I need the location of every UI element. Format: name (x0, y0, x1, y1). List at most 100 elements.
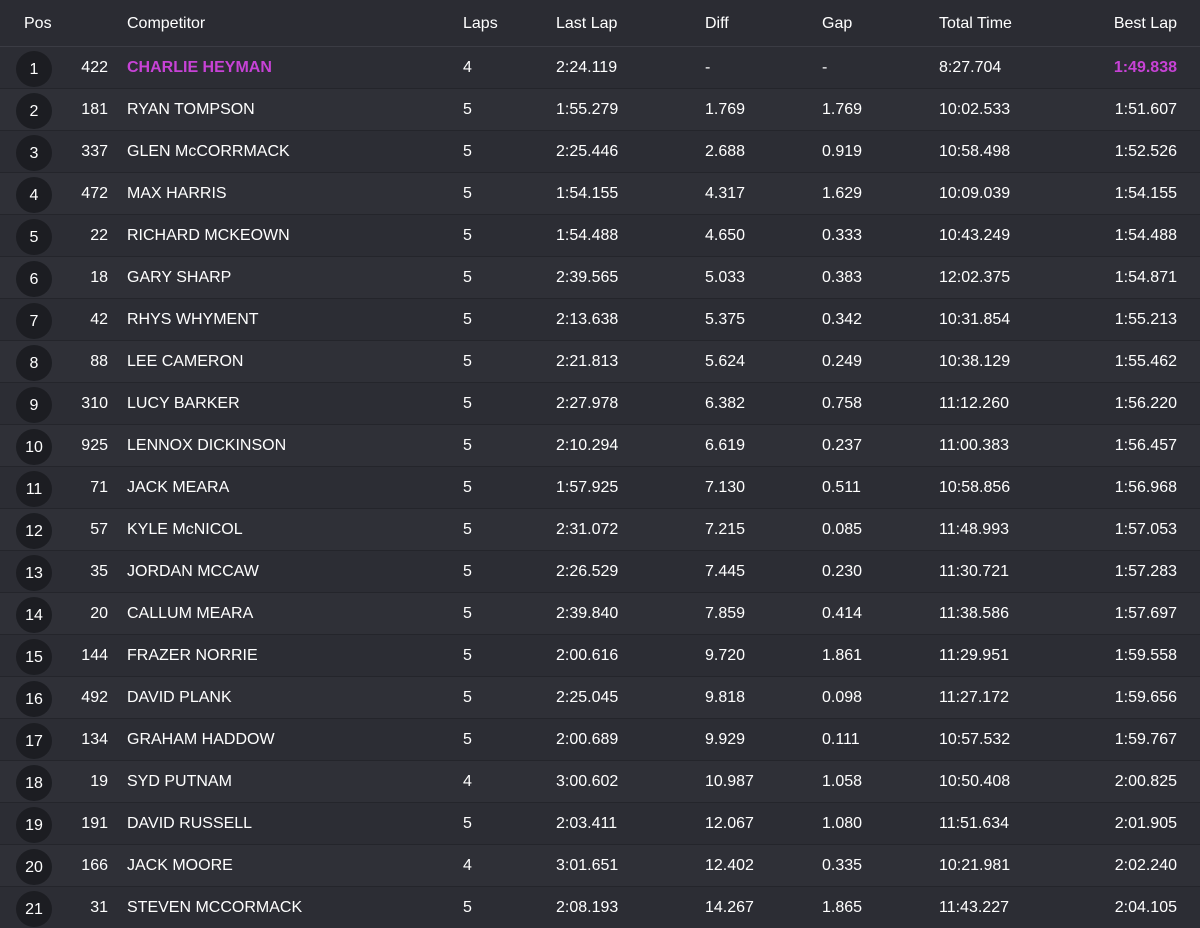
competitor-number: 925 (81, 437, 108, 454)
last-lap-value: 3:01.651 (556, 857, 619, 874)
last-lap-value: 1:54.155 (556, 185, 619, 202)
competitor-name: GRAHAM HADDOW (127, 731, 275, 748)
competitor-number: 57 (90, 521, 108, 538)
best-lap-value: 1:51.607 (1114, 101, 1177, 118)
last-lap-value: 2:21.813 (556, 353, 619, 370)
laps-value: 5 (463, 437, 472, 454)
table-row[interactable]: 16 492 DAVID PLANK 5 2:25.045 9.818 0.098 11:27… (0, 677, 1200, 719)
header-competitor[interactable]: Competitor (127, 15, 206, 32)
position-badge: 1 (16, 51, 52, 87)
best-lap-value: 1:56.457 (1114, 437, 1177, 454)
best-lap-value: 1:55.462 (1114, 353, 1177, 370)
diff-value: 5.624 (705, 353, 746, 370)
diff-value: 10.987 (705, 773, 754, 790)
diff-value: 5.375 (705, 311, 746, 328)
diff-value: 7.130 (705, 479, 746, 496)
laps-value: 5 (463, 521, 472, 538)
gap-value: 0.342 (822, 311, 863, 328)
best-lap-value: 1:56.968 (1114, 479, 1177, 496)
table-row[interactable]: 9 310 LUCY BARKER 5 2:27.978 6.382 0.758 11:12.… (0, 383, 1200, 425)
total-time-value: 11:27.172 (939, 689, 1009, 706)
diff-value: 7.215 (705, 521, 746, 538)
header-pos[interactable]: Pos (24, 15, 52, 32)
last-lap-value: 2:31.072 (556, 521, 619, 538)
gap-value: 0.098 (822, 689, 863, 706)
last-lap-value: 2:39.565 (556, 269, 619, 286)
laps-value: 5 (463, 731, 472, 748)
last-lap-value: 2:00.616 (556, 647, 619, 664)
position-badge: 11 (16, 471, 52, 507)
competitor-number: 492 (81, 689, 108, 706)
best-lap-value: 2:01.905 (1114, 815, 1177, 832)
laps-value: 5 (463, 815, 472, 832)
gap-value: - (822, 59, 828, 76)
table-row[interactable]: 4 472 MAX HARRIS 5 1:54.155 4.317 1.629 10:09.0… (0, 173, 1200, 215)
competitor-number: 181 (81, 101, 108, 118)
header-diff[interactable]: Diff (705, 15, 729, 32)
laps-value: 4 (463, 773, 472, 790)
table-row[interactable]: 14 20 CALLUM MEARA 5 2:39.840 7.859 0.414 11:38… (0, 593, 1200, 635)
competitor-number: 19 (90, 773, 108, 790)
position-badge: 7 (16, 303, 52, 339)
header-gap[interactable]: Gap (822, 15, 853, 32)
table-row[interactable]: 3 337 GLEN McCORRMACK 5 2:25.446 2.688 0.919 10… (0, 131, 1200, 173)
table-row[interactable]: 21 31 STEVEN MCCORMACK 5 2:08.193 14.267 1.865… (0, 887, 1200, 928)
best-lap-value: 1:59.558 (1114, 647, 1177, 664)
diff-value: 7.859 (705, 605, 746, 622)
table-row[interactable]: 2 181 RYAN TOMPSON 5 1:55.279 1.769 1.769 10:02… (0, 89, 1200, 131)
total-time-value: 10:43.249 (939, 227, 1011, 244)
laps-value: 5 (463, 227, 472, 244)
last-lap-value: 2:25.446 (556, 143, 619, 160)
diff-value: 12.402 (705, 857, 754, 874)
table-row[interactable]: 19 191 DAVID RUSSELL 5 2:03.411 12.067 1.080 11… (0, 803, 1200, 845)
laps-value: 5 (463, 311, 472, 328)
total-time-value: 11:51.634 (939, 815, 1009, 832)
last-lap-value: 2:24.119 (556, 59, 618, 76)
table-row[interactable]: 7 42 RHYS WHYMENT 5 2:13.638 5.375 0.342 10:31.… (0, 299, 1200, 341)
header-last-lap[interactable]: Last Lap (556, 15, 618, 32)
table-row[interactable]: 10 925 LENNOX DICKINSON 5 2:10.294 6.619 0.237… (0, 425, 1200, 467)
last-lap-value: 2:25.045 (556, 689, 619, 706)
last-lap-value: 2:08.193 (556, 899, 619, 916)
last-lap-value: 1:57.925 (556, 479, 619, 496)
laps-value: 5 (463, 185, 472, 202)
header-laps[interactable]: Laps (463, 15, 498, 32)
last-lap-value: 2:13.638 (556, 311, 619, 328)
laps-value: 5 (463, 479, 472, 496)
best-lap-value: 1:57.283 (1114, 563, 1177, 580)
header-best-lap[interactable]: Best Lap (1113, 15, 1177, 32)
table-row[interactable]: 11 71 JACK MEARA 5 1:57.925 7.130 0.511 10:58.8… (0, 467, 1200, 509)
best-lap-value: 1:59.656 (1114, 689, 1177, 706)
table-row[interactable]: 18 19 SYD PUTNAM 4 3:00.602 10.987 1.058 10:50.… (0, 761, 1200, 803)
table-row[interactable]: 6 18 GARY SHARP 5 2:39.565 5.033 0.383 12:02.37… (0, 257, 1200, 299)
diff-value: - (705, 59, 711, 76)
header-total-time[interactable]: Total Time (939, 15, 1012, 32)
total-time-value: 11:12.260 (939, 395, 1009, 412)
competitor-name: KYLE McNICOL (127, 521, 243, 538)
competitor-name: JORDAN MCCAW (127, 563, 259, 580)
competitor-name: MAX HARRIS (127, 185, 227, 202)
laps-value: 5 (463, 143, 472, 160)
table-row[interactable]: 5 22 RICHARD MCKEOWN 5 1:54.488 4.650 0.333 10:… (0, 215, 1200, 257)
best-lap-value: 1:52.526 (1114, 143, 1177, 160)
table-row[interactable]: 12 57 KYLE McNICOL 5 2:31.072 7.215 0.085 11:48… (0, 509, 1200, 551)
gap-value: 0.758 (822, 395, 863, 412)
competitor-name: RHYS WHYMENT (127, 311, 259, 328)
diff-value: 9.929 (705, 731, 746, 748)
table-row[interactable]: 13 35 JORDAN MCCAW 5 2:26.529 7.445 0.230 11:30… (0, 551, 1200, 593)
best-lap-value: 1:54.488 (1114, 227, 1177, 244)
table-row[interactable]: 8 88 LEE CAMERON 5 2:21.813 5.624 0.249 10:38.1… (0, 341, 1200, 383)
laps-value: 5 (463, 563, 472, 580)
gap-value: 0.335 (822, 857, 863, 874)
total-time-value: 10:50.408 (939, 773, 1011, 790)
competitor-number: 22 (90, 227, 108, 244)
total-time-value: 10:58.498 (939, 143, 1011, 160)
table-row[interactable]: 20 166 JACK MOORE 4 3:01.651 12.402 0.335 10:21… (0, 845, 1200, 887)
position-badge: 8 (16, 345, 52, 381)
table-row[interactable]: 17 134 GRAHAM HADDOW 5 2:00.689 9.929 0.111 10:… (0, 719, 1200, 761)
competitor-name: CALLUM MEARA (127, 605, 254, 622)
table-row[interactable]: 15 144 FRAZER NORRIE 5 2:00.616 9.720 1.861 11:… (0, 635, 1200, 677)
table-row[interactable]: 1 422 CHARLIE HEYMAN 4 2:24.119 - - 8:27.704 1:4… (0, 47, 1200, 89)
best-lap-value: 1:59.767 (1114, 731, 1177, 748)
total-time-value: 10:02.533 (939, 101, 1011, 118)
